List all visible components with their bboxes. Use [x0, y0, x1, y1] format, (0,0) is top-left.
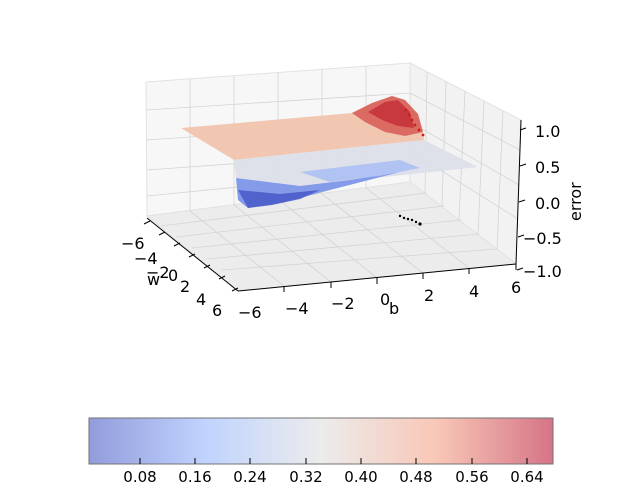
colorbar-tick-labels: 0.08 0.16 0.24 0.32 0.40 0.48 0.56 0.64 — [123, 468, 543, 486]
error-tick-labels: 1.0 0.5 0.0 −0.5 −1.0 — [523, 122, 562, 281]
colorbar: 0.08 0.16 0.24 0.32 0.40 0.48 0.56 0.64 — [88, 417, 554, 486]
colorbar-tick-label: 0.40 — [344, 468, 377, 486]
surface-peak-core — [368, 100, 414, 128]
surface-cool-core — [238, 190, 320, 208]
surface-blue-ridge — [300, 160, 420, 182]
w-axis-line — [146, 217, 239, 292]
w-tick-label: 4 — [196, 290, 206, 309]
colorbar-tick-label: 0.24 — [233, 468, 266, 486]
b-tick-label: 4 — [469, 282, 479, 301]
surface-mid-band — [234, 140, 478, 186]
w-tick-labels: −6 −4 −2 0 2 4 6 — [121, 234, 222, 320]
colorbar-ticks — [139, 458, 528, 464]
b-tick-label: −4 — [285, 299, 309, 318]
b-tick-label: 2 — [424, 286, 434, 305]
error-axis-label: error — [566, 182, 585, 221]
colorbar-tick-label: 0.56 — [455, 468, 488, 486]
colorbar-tick-label: 0.48 — [399, 468, 432, 486]
error-surface — [181, 96, 478, 226]
w-tick-label: −6 — [121, 234, 145, 253]
error-tick-label: 0.0 — [535, 194, 560, 213]
tick-marks — [143, 127, 527, 292]
error-axis-line — [515, 119, 522, 265]
b-axis-label: b — [389, 299, 399, 318]
b-tick-label: 0 — [380, 290, 390, 309]
w-tick-label: −4 — [134, 249, 158, 268]
error-tick-label: −0.5 — [523, 229, 562, 248]
w-tick-label: 2 — [180, 277, 190, 296]
b-tick-label: 6 — [511, 278, 521, 297]
error-tick-label: −1.0 — [523, 262, 562, 281]
b-tick-labels: −6 −4 −2 0 2 4 6 — [238, 278, 521, 322]
colorbar-tick-label: 0.64 — [510, 468, 543, 486]
w-tick-label: 0 — [168, 266, 178, 285]
w-tick-label: −2 — [146, 263, 170, 282]
error-tick-label: 0.5 — [535, 158, 560, 177]
b-tick-label: −6 — [238, 303, 262, 322]
trajectory-points-floor — [398, 214, 422, 226]
colorbar-tick-label: 0.16 — [178, 468, 211, 486]
trajectory-points-surface — [404, 108, 425, 137]
colorbar-gradient — [88, 417, 554, 465]
error-tick-label: 1.0 — [535, 122, 560, 141]
b-tick-label: −2 — [331, 294, 355, 313]
w-tick-label: 6 — [212, 301, 222, 320]
w-axis-label: w — [147, 270, 160, 289]
colorbar-tick-label: 0.32 — [289, 468, 322, 486]
colorbar-tick-label: 0.08 — [123, 468, 156, 486]
